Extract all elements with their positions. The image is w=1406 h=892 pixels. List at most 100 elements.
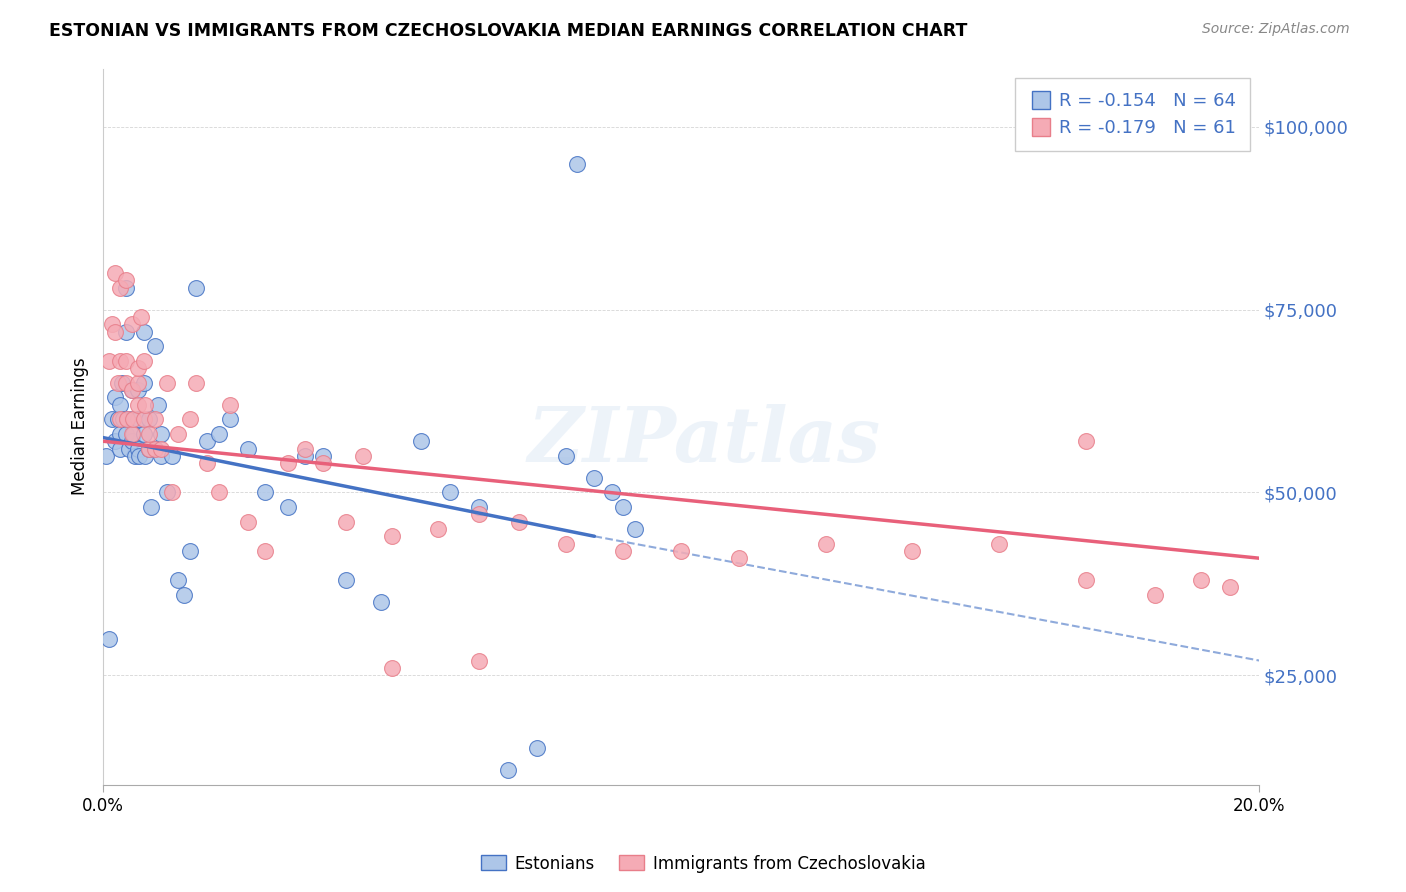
- Text: ZIPatlas: ZIPatlas: [527, 404, 880, 478]
- Point: [554, 449, 576, 463]
- Point: [179, 412, 201, 426]
- Point: [134, 398, 156, 412]
- Point: [988, 536, 1011, 550]
- Point: [427, 522, 450, 536]
- Point: [277, 500, 299, 514]
- Y-axis label: Median Earnings: Median Earnings: [72, 358, 89, 495]
- Point: [132, 354, 155, 368]
- Point: [112, 412, 135, 426]
- Point: [118, 442, 141, 456]
- Point: [94, 449, 117, 463]
- Point: [312, 456, 335, 470]
- Point: [143, 442, 166, 456]
- Point: [173, 588, 195, 602]
- Point: [409, 434, 432, 449]
- Point: [146, 398, 169, 412]
- Point: [121, 383, 143, 397]
- Point: [110, 442, 132, 456]
- Point: [143, 412, 166, 426]
- Point: [167, 573, 190, 587]
- Point: [104, 266, 127, 280]
- Point: [127, 383, 149, 397]
- Point: [1074, 573, 1097, 587]
- Point: [149, 426, 172, 441]
- Point: [728, 551, 751, 566]
- Point: [122, 426, 145, 441]
- Point: [236, 515, 259, 529]
- Point: [219, 412, 242, 426]
- Point: [167, 426, 190, 441]
- Point: [381, 661, 404, 675]
- Point: [312, 449, 335, 463]
- Point: [115, 325, 138, 339]
- Point: [814, 536, 837, 550]
- Point: [132, 426, 155, 441]
- Point: [134, 449, 156, 463]
- Point: [139, 500, 162, 514]
- Point: [117, 412, 139, 426]
- Point: [184, 376, 207, 390]
- Point: [110, 412, 132, 426]
- Point: [162, 449, 184, 463]
- Text: ESTONIAN VS IMMIGRANTS FROM CZECHOSLOVAKIA MEDIAN EARNINGS CORRELATION CHART: ESTONIAN VS IMMIGRANTS FROM CZECHOSLOVAK…: [49, 22, 967, 40]
- Point: [115, 426, 138, 441]
- Point: [468, 500, 491, 514]
- Point: [110, 354, 132, 368]
- Point: [115, 273, 138, 287]
- Point: [115, 281, 138, 295]
- Point: [121, 318, 143, 332]
- Point: [127, 412, 149, 426]
- Point: [370, 595, 392, 609]
- Point: [468, 508, 491, 522]
- Point: [129, 310, 152, 324]
- Point: [526, 741, 548, 756]
- Point: [138, 442, 160, 456]
- Point: [208, 426, 231, 441]
- Point: [1189, 573, 1212, 587]
- Point: [115, 354, 138, 368]
- Point: [121, 412, 143, 426]
- Point: [128, 449, 150, 463]
- Point: [111, 376, 134, 390]
- Point: [179, 544, 201, 558]
- Point: [156, 376, 179, 390]
- Point: [149, 449, 172, 463]
- Point: [117, 412, 139, 426]
- Point: [101, 318, 124, 332]
- Point: [624, 522, 647, 536]
- Point: [121, 434, 143, 449]
- Point: [236, 442, 259, 456]
- Point: [110, 426, 132, 441]
- Point: [107, 412, 129, 426]
- Point: [1074, 434, 1097, 449]
- Point: [138, 426, 160, 441]
- Point: [277, 456, 299, 470]
- Point: [127, 398, 149, 412]
- Point: [132, 325, 155, 339]
- Legend: R = -0.154   N = 64, R = -0.179   N = 61: R = -0.154 N = 64, R = -0.179 N = 61: [1015, 78, 1250, 152]
- Point: [143, 339, 166, 353]
- Point: [253, 485, 276, 500]
- Point: [219, 398, 242, 412]
- Point: [565, 156, 588, 170]
- Point: [352, 449, 374, 463]
- Point: [612, 544, 634, 558]
- Point: [381, 529, 404, 543]
- Point: [195, 456, 218, 470]
- Point: [335, 515, 357, 529]
- Point: [496, 763, 519, 777]
- Point: [669, 544, 692, 558]
- Point: [124, 449, 146, 463]
- Point: [508, 515, 530, 529]
- Point: [149, 442, 172, 456]
- Point: [600, 485, 623, 500]
- Point: [1144, 588, 1167, 602]
- Point: [110, 398, 132, 412]
- Point: [143, 442, 166, 456]
- Point: [612, 500, 634, 514]
- Point: [101, 412, 124, 426]
- Point: [138, 442, 160, 456]
- Point: [97, 632, 120, 646]
- Point: [104, 391, 127, 405]
- Point: [253, 544, 276, 558]
